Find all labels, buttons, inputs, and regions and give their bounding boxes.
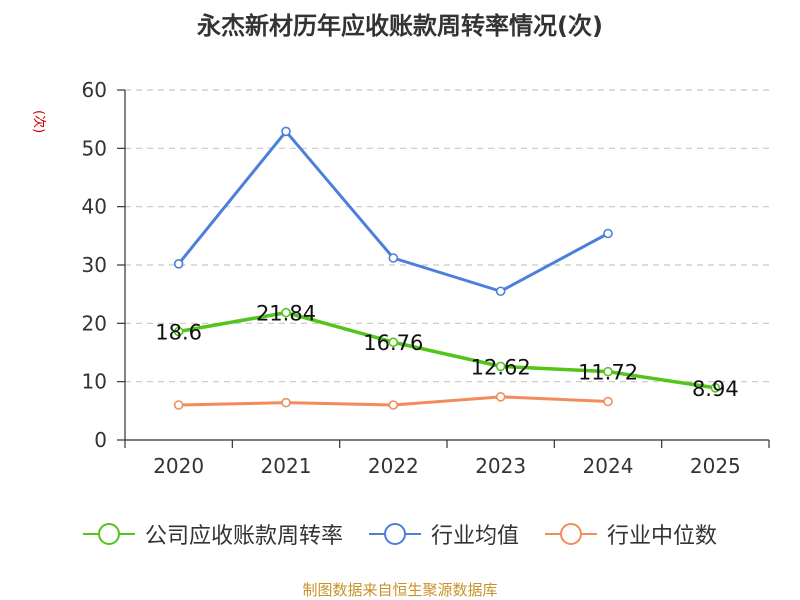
x-tick-label: 2022 [368,454,419,478]
legend-item-company[interactable]: 公司应收账款周转率 [82,518,343,550]
series-line-1 [177,129,609,293]
data-point [173,400,184,410]
legend: 公司应收账款周转率 行业均值 行业中位数 [0,518,800,550]
source-note: 制图数据来自恒生聚源数据库 [302,581,498,599]
y-tick-label: 10 [82,370,107,394]
legend-label-company: 公司应收账款周转率 [144,524,343,549]
data-label: 8.94 [692,377,739,401]
data-point [495,361,506,372]
data-point [173,259,184,269]
legend-line-icon [82,523,135,545]
legend-item-industry-mean[interactable]: 行业均值 [368,518,519,550]
y-tick-label: 20 [82,311,107,335]
legend-label-industry-mean: 行业均值 [430,524,519,549]
x-tick-label: 2023 [475,454,526,478]
data-point [173,326,184,337]
data-label: 18.6 [155,321,202,345]
data-point [495,286,506,297]
data-label: 12.62 [471,355,531,379]
data-point [495,392,506,402]
x-tick-label: 2025 [690,454,741,478]
data-label: 11.72 [578,361,638,385]
y-tick-label: 60 [82,78,107,102]
y-tick-label: 30 [82,253,107,277]
y-tick-label: 50 [82,136,107,160]
x-tick-label: 2021 [261,454,312,478]
data-point [388,253,399,263]
data-point [281,397,291,408]
data-point [603,366,613,377]
data-point [603,228,613,239]
data-label: 16.76 [363,331,423,355]
data-point [281,126,291,137]
y-tick-label: 0 [94,428,107,452]
legend-item-industry-median[interactable]: 行业中位数 [545,518,717,550]
series-line-0 [178,310,716,390]
data-point [388,400,399,410]
data-point [710,383,721,393]
data-point [388,337,399,348]
legend-line-icon [368,523,421,545]
data-label: 21.84 [256,302,316,326]
x-tick-label: 2024 [583,454,634,478]
y-axis-unit: (次) [31,110,46,134]
data-point [603,396,613,407]
legend-line-icon [545,523,597,545]
legend-label-industry-median: 行业中位数 [607,524,718,549]
chart-title: 永杰新材历年应收账款周转率情况(次) [197,12,603,40]
x-tick-label: 2020 [153,454,204,478]
data-point [281,307,291,318]
y-tick-label: 40 [82,195,107,219]
